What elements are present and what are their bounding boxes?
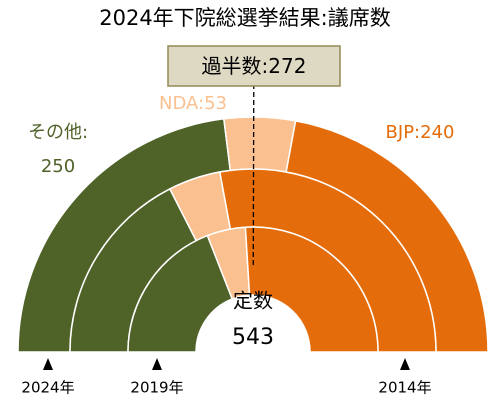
majority-box xyxy=(167,45,341,87)
label-part: BJP: xyxy=(386,122,421,143)
total-label: 定数 xyxy=(233,289,273,313)
ring-segment xyxy=(223,116,297,173)
ring-pointer xyxy=(43,358,53,370)
label-part: NDA: xyxy=(159,93,204,114)
majority-line xyxy=(252,83,255,266)
category-label: 250 xyxy=(41,156,75,177)
category-label: NDA:53 xyxy=(159,93,227,114)
ring-label: 2014年 xyxy=(378,379,431,397)
ring-pointer xyxy=(152,358,162,370)
chart-title: 2024年下院総選挙結果:議席数 xyxy=(99,6,391,30)
ring-segment xyxy=(244,226,379,353)
label-part: 53 xyxy=(204,93,227,114)
ring-label: 2024年 xyxy=(21,379,74,397)
ring-label: 2019年 xyxy=(130,379,183,397)
label-part: その他: xyxy=(28,122,88,143)
ring-segment xyxy=(127,234,234,353)
overlay: 2024年 2019年 2014年その他:250NDA:53BJP:240過半数:2… xyxy=(21,45,455,397)
category-label: その他: xyxy=(28,122,88,143)
total-value: 543 xyxy=(232,325,274,350)
category-label: BJP:240 xyxy=(386,122,455,143)
label-part: 240 xyxy=(420,122,454,143)
majority-label: 過半数:272 xyxy=(202,54,307,78)
label-part: 250 xyxy=(41,156,75,177)
rings xyxy=(17,116,489,353)
label-part: 272 xyxy=(268,54,306,78)
ring-pointer xyxy=(400,358,410,370)
label-part: 過半数: xyxy=(202,54,269,78)
